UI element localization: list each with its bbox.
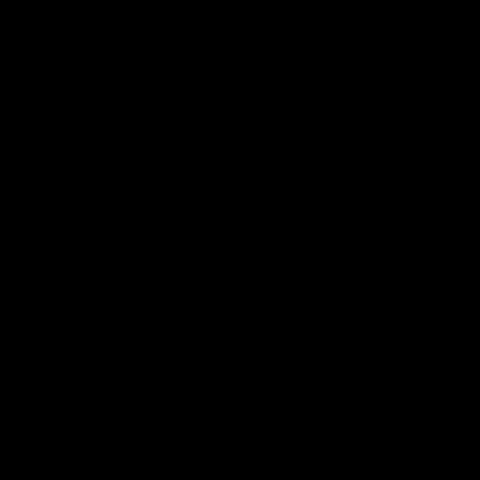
cloud-background xyxy=(0,0,480,480)
word-cloud xyxy=(0,0,480,480)
